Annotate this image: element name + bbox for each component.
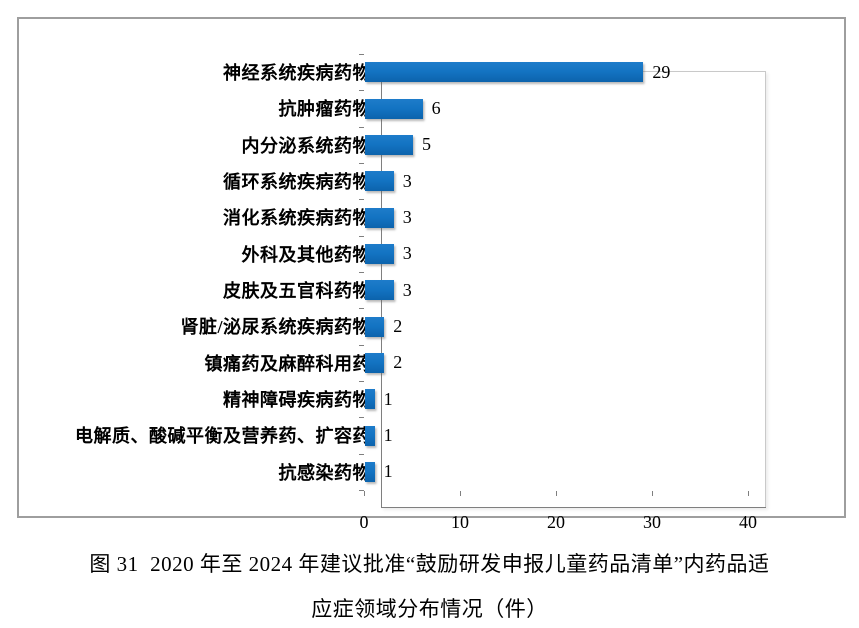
x-tick-label: 0 bbox=[359, 512, 369, 532]
category-label: 抗感染药物 bbox=[278, 462, 371, 483]
category-label: 精神障碍疾病药物 bbox=[223, 390, 371, 411]
category-label: 肾脏/泌尿系统疾病药物 bbox=[180, 317, 371, 338]
y-axis-tick bbox=[359, 490, 364, 491]
x-tick-label: 30 bbox=[643, 512, 661, 532]
category-label: 皮肤及五官科药物 bbox=[223, 281, 371, 302]
y-axis-tick bbox=[359, 235, 364, 237]
bar bbox=[365, 207, 394, 228]
bar bbox=[365, 280, 394, 301]
bar bbox=[365, 62, 644, 83]
category-label: 镇痛药及麻醉科用药 bbox=[204, 353, 371, 374]
category-label: 消化系统疾病药物 bbox=[223, 208, 371, 229]
bar bbox=[365, 243, 394, 264]
y-axis-tick bbox=[359, 126, 364, 128]
x-axis-tick bbox=[460, 491, 461, 496]
category-label: 电解质、酸碱平衡及营养药、扩容药 bbox=[75, 426, 371, 447]
x-axis-tick bbox=[364, 491, 365, 496]
x-axis-tick bbox=[748, 491, 749, 496]
value-label: 29 bbox=[652, 61, 671, 82]
y-axis-tick bbox=[359, 54, 364, 55]
bar bbox=[365, 134, 413, 155]
category-label: 循环系统疾病药物 bbox=[223, 172, 371, 193]
bar bbox=[365, 98, 423, 119]
chart-frame: 神经系统疾病药物 29 抗肿瘤药物 6 内分泌系统药物 5 循环系统疾病药物 3 消化系统疾病药… bbox=[17, 17, 846, 532]
y-axis-tick bbox=[359, 344, 364, 346]
category-label: 外科及其他药物 bbox=[241, 244, 371, 265]
category-label: 内分泌系统药物 bbox=[241, 135, 371, 156]
y-axis-tick bbox=[359, 308, 364, 310]
bar bbox=[365, 316, 385, 337]
y-axis-tick bbox=[359, 453, 364, 455]
value-label: 3 bbox=[402, 279, 412, 300]
x-axis-tick bbox=[556, 491, 557, 496]
value-label: 2 bbox=[393, 352, 403, 373]
bar bbox=[365, 389, 375, 410]
bar bbox=[365, 461, 375, 482]
value-label: 1 bbox=[383, 424, 393, 445]
bar bbox=[365, 171, 394, 192]
bar bbox=[365, 352, 385, 373]
y-axis-tick bbox=[359, 381, 364, 382]
category-label: 抗肿瘤药物 bbox=[278, 99, 371, 120]
value-label: 3 bbox=[402, 170, 412, 191]
value-label: 3 bbox=[402, 206, 412, 227]
y-axis-tick bbox=[359, 199, 364, 201]
value-label: 1 bbox=[383, 461, 393, 482]
value-label: 2 bbox=[393, 315, 403, 336]
x-tick-label: 20 bbox=[547, 512, 565, 532]
y-axis-tick bbox=[359, 90, 364, 92]
value-label: 5 bbox=[422, 134, 431, 155]
value-label: 6 bbox=[431, 97, 441, 118]
bar bbox=[365, 425, 375, 446]
x-tick-label: 10 bbox=[451, 512, 469, 532]
figure-caption-line-1: 图 31 2020 年至 2024 年建议批准“鼓励研发申报儿童药品清单”内药品… bbox=[89, 552, 770, 576]
value-label: 1 bbox=[383, 388, 393, 409]
x-tick-label: 40 bbox=[739, 512, 757, 532]
plot-area-border bbox=[381, 71, 766, 508]
x-axis-tick bbox=[652, 491, 653, 496]
x-axis-line bbox=[381, 507, 766, 508]
y-axis-tick bbox=[359, 163, 364, 164]
y-axis-tick bbox=[359, 272, 364, 273]
figure-caption-line-2: 应症领域分布情况（件） bbox=[311, 597, 548, 621]
value-label: 3 bbox=[402, 243, 412, 264]
category-label: 神经系统疾病药物 bbox=[223, 63, 371, 84]
y-axis-tick bbox=[359, 417, 364, 419]
